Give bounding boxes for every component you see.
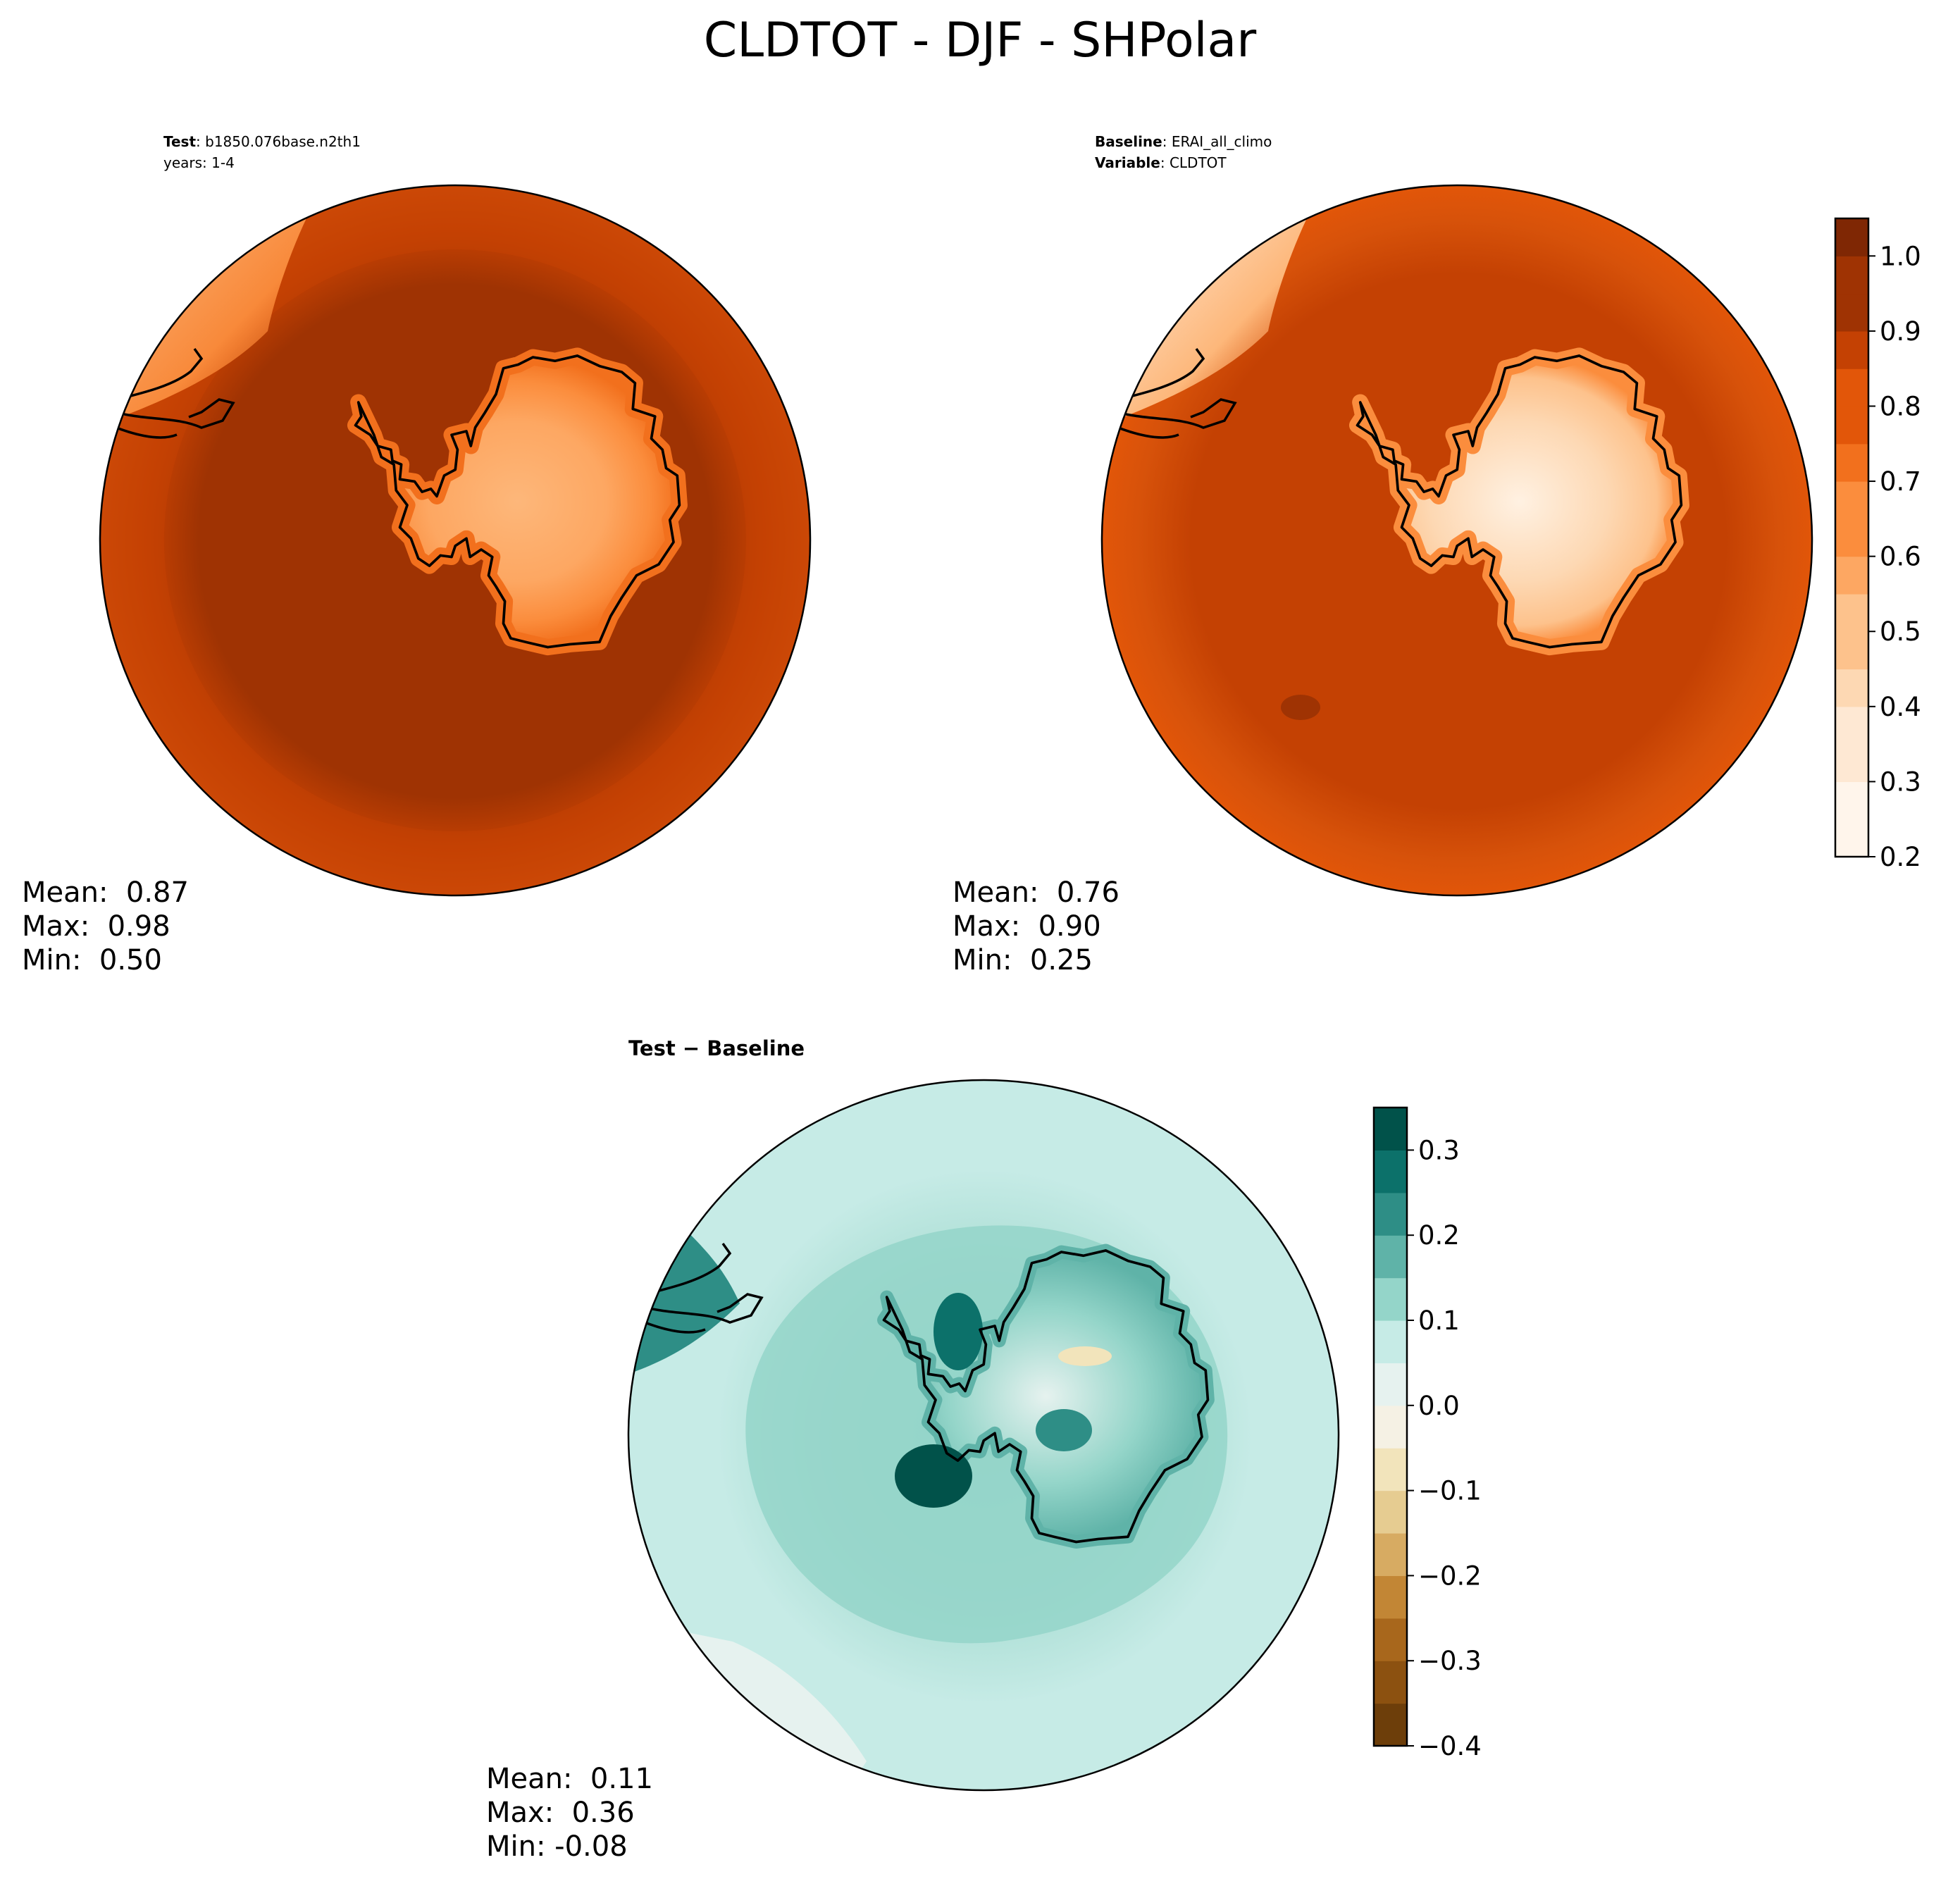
baseline-colorbar-tick-label: 0.8 — [1880, 391, 1921, 421]
baseline-colorbar-band — [1835, 781, 1868, 820]
diff-colorbar-band — [1374, 1277, 1407, 1321]
diff-colorbar-band — [1374, 1405, 1407, 1449]
diff-colorbar-band — [1374, 1108, 1407, 1151]
diff-colorbar-band — [1374, 1618, 1407, 1661]
diff-low-spot — [1058, 1346, 1112, 1366]
baseline-colorbar-band — [1835, 256, 1868, 294]
baseline-colorbar-band — [1835, 556, 1868, 595]
diff-colorbar-tick-label: −0.4 — [1418, 1731, 1482, 1761]
test-max: Max: 0.98 — [22, 910, 170, 943]
baseline-colorbar-band — [1835, 819, 1868, 857]
test-island — [812, 423, 820, 433]
diff-colorbar-tick-label: −0.3 — [1418, 1646, 1482, 1676]
diff-colorbar-band — [1374, 1192, 1407, 1236]
test-antarctica-coast — [354, 354, 681, 649]
diff-mean: Mean: 0.11 — [486, 1763, 653, 1795]
diff-antarctica-coast — [882, 1249, 1210, 1544]
diff-colorbar-tick-label: 0.2 — [1418, 1220, 1460, 1251]
baseline-colorbar-tick-label: 0.5 — [1880, 616, 1921, 647]
baseline-colorbar-band — [1835, 593, 1868, 632]
diff-colorbar-band — [1374, 1533, 1407, 1576]
diff-colorbar-band — [1374, 1363, 1407, 1406]
diff-colorbar-band — [1374, 1448, 1407, 1492]
diff-panel-title: Test − Baseline — [628, 1036, 805, 1060]
baseline-stats: Mean: 0.76 Max: 0.90 Min: 0.25 — [953, 876, 1119, 977]
variable-name: CLDTOT — [1169, 154, 1227, 171]
test-metadata: Test: b1850.076base.n2th1 years: 1-4 — [163, 131, 361, 173]
diff-high-spot-c — [1036, 1409, 1092, 1451]
diff-colorbar-band — [1374, 1150, 1407, 1193]
baseline-colorbar-frame — [1834, 217, 1870, 858]
figure-title: CLDTOT - DJF - SHPolar — [703, 13, 1257, 68]
test-map-border — [99, 184, 812, 897]
diff-colorbar-tick-label: 0.1 — [1418, 1306, 1460, 1336]
diff-colorbar-band — [1374, 1661, 1407, 1704]
baseline-metadata: Baseline: ERAI_all_climo Variable: CLDTO… — [1095, 131, 1272, 173]
baseline-colorbar-band — [1835, 481, 1868, 519]
test-min: Min: 0.50 — [22, 944, 162, 976]
diff-colorbar-frame — [1372, 1106, 1408, 1747]
baseline-colorbar-band — [1835, 631, 1868, 670]
baseline-colorbar-band — [1835, 669, 1868, 707]
diff-max: Max: 0.36 — [486, 1797, 635, 1829]
diff-colorbar-band — [1374, 1703, 1407, 1747]
baseline-colorbar-band — [1835, 406, 1868, 445]
diff-colorbar-tick-label: 0.0 — [1418, 1391, 1460, 1421]
test-map — [100, 185, 820, 895]
baseline-colorbar-band — [1835, 706, 1868, 745]
baseline-colorbar-band — [1835, 519, 1868, 557]
baseline-colorbar-band — [1835, 293, 1868, 332]
diff-colorbar: −0.4 −0.3 −0.2 −0.1 0.0 0.1 0.2 0.3 — [1372, 1106, 1482, 1761]
baseline-colorbar-tick-label: 0.9 — [1880, 316, 1921, 347]
baseline-name-line: Baseline: ERAI_all_climo — [1095, 133, 1272, 150]
baseline-dark-patch — [1281, 695, 1320, 720]
baseline-min: Min: 0.25 — [953, 944, 1093, 976]
diff-min: Min: -0.08 — [486, 1830, 628, 1863]
baseline-variable-line: Variable: CLDTOT — [1095, 154, 1227, 171]
baseline-colorbar-band — [1835, 330, 1868, 369]
baseline-colorbar-tick-label: 0.3 — [1880, 767, 1921, 797]
baseline-colorbar-tick-label: 0.6 — [1880, 542, 1921, 572]
diff-colorbar-tick-label: −0.1 — [1418, 1476, 1482, 1506]
diff-colorbar-tick-label: 0.3 — [1418, 1135, 1460, 1165]
baseline-colorbar-band — [1835, 218, 1868, 256]
baseline-colorbar: 0.2 0.3 0.4 0.5 0.6 0.7 0.8 0.9 1.0 — [1834, 217, 1921, 872]
baseline-colorbar-tick-label: 1.0 — [1880, 241, 1921, 271]
diff-high-spot-b — [934, 1293, 983, 1370]
diff-high-spot-a — [895, 1444, 972, 1508]
test-mean: Mean: 0.87 — [22, 876, 189, 909]
baseline-name: ERAI_all_climo — [1171, 133, 1272, 150]
test-years-line: years: 1-4 — [163, 154, 235, 171]
baseline-colorbar-band — [1835, 443, 1868, 482]
baseline-antarctica-coast — [1356, 354, 1683, 649]
baseline-max: Max: 0.90 — [953, 910, 1101, 943]
baseline-colorbar-band — [1835, 368, 1868, 407]
diff-colorbar-band — [1374, 1575, 1407, 1619]
diff-colorbar-tick-label: −0.2 — [1418, 1561, 1482, 1591]
baseline-colorbar-tick-label: 0.2 — [1880, 842, 1921, 872]
test-stats: Mean: 0.87 Max: 0.98 Min: 0.50 — [22, 876, 189, 977]
baseline-colorbar-tick-label: 0.4 — [1880, 692, 1921, 722]
diff-colorbar-band — [1374, 1320, 1407, 1363]
baseline-colorbar-band — [1835, 744, 1868, 783]
diff-colorbar-band — [1374, 1235, 1407, 1279]
baseline-mean: Mean: 0.76 — [953, 876, 1119, 909]
baseline-colorbar-tick-label: 0.7 — [1880, 466, 1921, 497]
diff-map — [628, 1080, 1339, 1790]
baseline-map-border — [1100, 184, 1813, 897]
diff-colorbar-band — [1374, 1490, 1407, 1534]
diff-stats: Mean: 0.11 Max: 0.36 Min: -0.08 — [486, 1762, 653, 1864]
test-run-line: Test: b1850.076base.n2th1 — [163, 133, 361, 150]
diff-map-border — [627, 1079, 1340, 1792]
test-run-name: b1850.076base.n2th1 — [205, 133, 361, 150]
